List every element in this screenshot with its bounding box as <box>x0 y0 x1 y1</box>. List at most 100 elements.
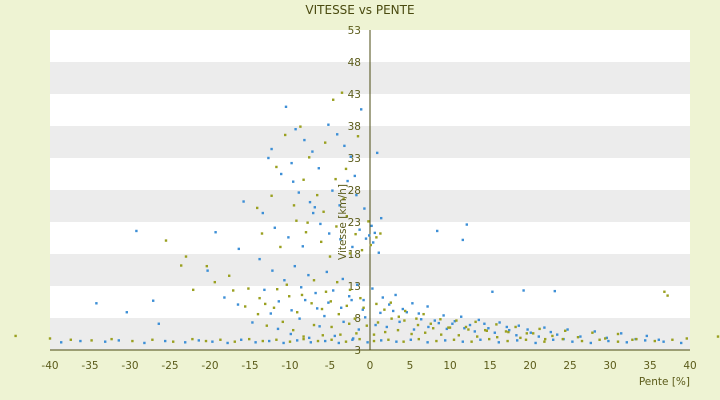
data-point-blue <box>436 229 439 233</box>
data-point-blue <box>461 238 464 242</box>
data-point-blue <box>374 323 377 327</box>
data-point-olive <box>300 293 304 297</box>
data-point-olive <box>455 319 458 322</box>
data-point-olive <box>348 288 352 292</box>
data-point-olive <box>336 280 339 284</box>
data-point-blue <box>254 341 257 344</box>
data-point-blue <box>473 330 476 333</box>
y-tick-label: 18 <box>348 249 361 261</box>
x-tick-label: -20 <box>201 360 218 372</box>
data-point-olive <box>184 255 188 258</box>
data-point-blue <box>327 123 330 126</box>
data-point-blue <box>353 174 356 178</box>
data-point-blue <box>319 222 322 226</box>
data-point-blue <box>483 322 486 325</box>
data-point-blue <box>309 341 312 344</box>
y-tick-label: 33 <box>348 153 361 165</box>
data-point-blue <box>526 328 529 331</box>
data-point-blue <box>487 327 490 330</box>
data-point-olive <box>354 232 357 236</box>
data-point-blue <box>444 339 447 342</box>
data-point-blue <box>620 332 623 335</box>
data-point-blue <box>157 322 160 325</box>
y-tick-label: 28 <box>348 185 361 197</box>
data-point-olive <box>375 236 378 239</box>
data-point-blue <box>298 317 301 320</box>
data-point-blue <box>197 339 200 342</box>
data-point-olive <box>538 327 541 331</box>
x-tick-label: 5 <box>407 360 414 372</box>
data-point-blue <box>566 328 569 331</box>
data-point-olive <box>310 302 313 305</box>
data-point-olive <box>375 302 378 306</box>
data-point-olive <box>514 325 517 329</box>
data-point-blue <box>479 338 482 341</box>
data-point-blue <box>593 330 596 333</box>
data-point-olive <box>306 221 309 224</box>
data-point-olive <box>340 91 344 94</box>
data-point-olive <box>265 324 268 327</box>
data-point-blue <box>529 331 532 334</box>
data-point-blue <box>543 326 546 329</box>
data-point-blue <box>294 128 297 131</box>
data-point-blue <box>304 298 307 302</box>
data-point-olive <box>716 335 720 338</box>
data-point-blue <box>316 307 319 310</box>
data-point-blue <box>340 306 343 309</box>
data-point-blue <box>493 331 496 334</box>
x-tick-label: 15 <box>483 360 496 372</box>
data-point-blue <box>451 322 454 325</box>
data-point-olive <box>14 334 17 338</box>
data-point-blue <box>261 211 264 215</box>
data-point-blue <box>341 277 344 281</box>
data-point-olive <box>339 333 342 336</box>
data-point-blue <box>346 179 349 183</box>
data-point-olive <box>337 312 340 316</box>
data-point-olive <box>110 337 113 341</box>
data-point-blue <box>537 335 540 338</box>
data-point-blue <box>339 238 342 241</box>
data-point-blue <box>331 189 334 192</box>
x-tick-label: -35 <box>81 360 98 372</box>
data-point-olive <box>519 336 522 340</box>
y-tick-label: 38 <box>348 121 361 133</box>
data-point-olive <box>440 333 443 336</box>
data-point-blue <box>426 341 429 344</box>
data-point-blue <box>516 339 519 342</box>
x-tick-label: 20 <box>523 360 536 372</box>
data-point-olive <box>488 337 491 341</box>
data-point-blue <box>312 211 315 215</box>
data-point-blue <box>284 105 288 108</box>
data-point-olive <box>342 197 345 201</box>
data-point-olive <box>275 165 278 169</box>
data-point-blue <box>352 337 355 340</box>
data-point-blue <box>401 307 404 311</box>
data-point-olive <box>470 340 473 343</box>
data-point-olive <box>404 309 407 313</box>
data-point-olive <box>666 294 669 297</box>
data-point-blue <box>318 325 321 328</box>
data-point-blue <box>358 228 361 231</box>
data-point-olive <box>506 339 509 343</box>
data-point-blue <box>342 320 345 324</box>
data-point-blue <box>263 288 266 292</box>
data-point-olive <box>410 332 413 336</box>
data-point-olive <box>507 330 510 334</box>
data-point-blue <box>381 296 384 299</box>
data-point-olive <box>496 336 499 339</box>
x-tick-label: -30 <box>121 360 138 372</box>
data-point-olive <box>415 317 418 320</box>
data-point-olive <box>429 322 432 325</box>
data-point-blue <box>364 237 368 240</box>
data-point-blue <box>290 161 293 165</box>
data-point-blue <box>379 311 382 315</box>
data-point-olive <box>448 326 452 329</box>
x-tick-label: 35 <box>643 360 656 372</box>
data-point-blue <box>307 273 310 277</box>
y-tick-label: 48 <box>348 57 361 69</box>
data-point-blue <box>426 305 429 308</box>
data-point-blue <box>277 300 280 303</box>
data-point-blue <box>349 155 352 158</box>
data-point-olive <box>330 325 333 329</box>
data-point-olive <box>335 225 338 228</box>
